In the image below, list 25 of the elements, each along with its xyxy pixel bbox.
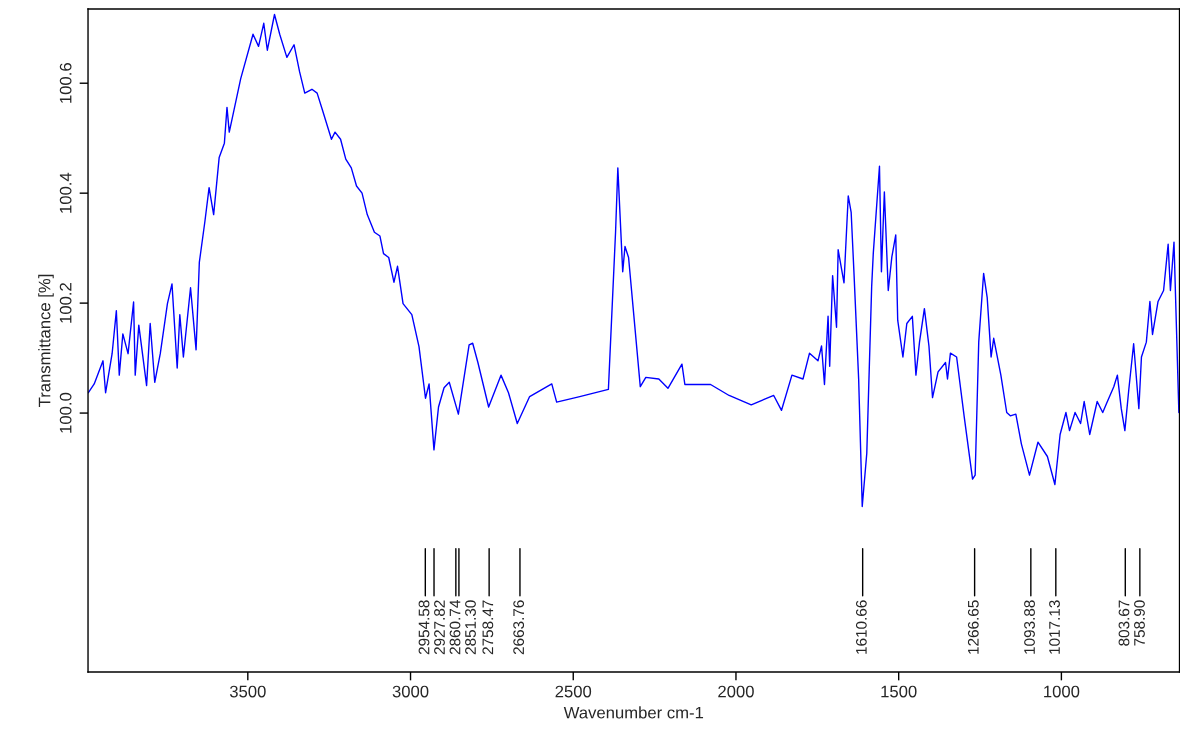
x-tick-label: 3000: [392, 685, 429, 698]
ref-line-label: 2663.76: [513, 600, 525, 655]
ref-line-label: 1093.88: [1024, 600, 1035, 654]
line-series: [88, 13, 1180, 508]
x-tick-label: 2500: [555, 685, 592, 698]
ref-line-label: 1610.66: [855, 600, 867, 654]
x-tick-label: 2000: [718, 685, 754, 698]
ref-line-label: 2860.74: [449, 600, 461, 655]
y-tick-label: 100.0: [59, 392, 72, 433]
y-tick-label: 100.4: [59, 172, 72, 213]
ref-line-label: 2954.58: [418, 600, 430, 655]
ref-line-label: 2851.30: [465, 600, 476, 655]
ref-line-label: 1266.65: [967, 600, 979, 654]
ref-line-label: 1017.13: [1049, 600, 1060, 654]
y-axis-title: Transmittance [%]: [38, 274, 54, 407]
x-tick-label: 1500: [881, 685, 917, 698]
y-tick-label: 100.6: [59, 63, 72, 103]
ref-line-label: 758.90: [1134, 600, 1145, 646]
ref-line-label: 2927.82: [434, 600, 445, 655]
x-tick-label: 1000: [1044, 685, 1080, 698]
x-axis-title: Wavenumber cm-1: [563, 706, 704, 719]
y-tick-label: 100.2: [59, 283, 72, 323]
ref-line-label: 803.67: [1118, 600, 1130, 646]
x-tick-label: 3500: [229, 685, 266, 698]
ref-line-label: 2758.47: [482, 600, 494, 655]
